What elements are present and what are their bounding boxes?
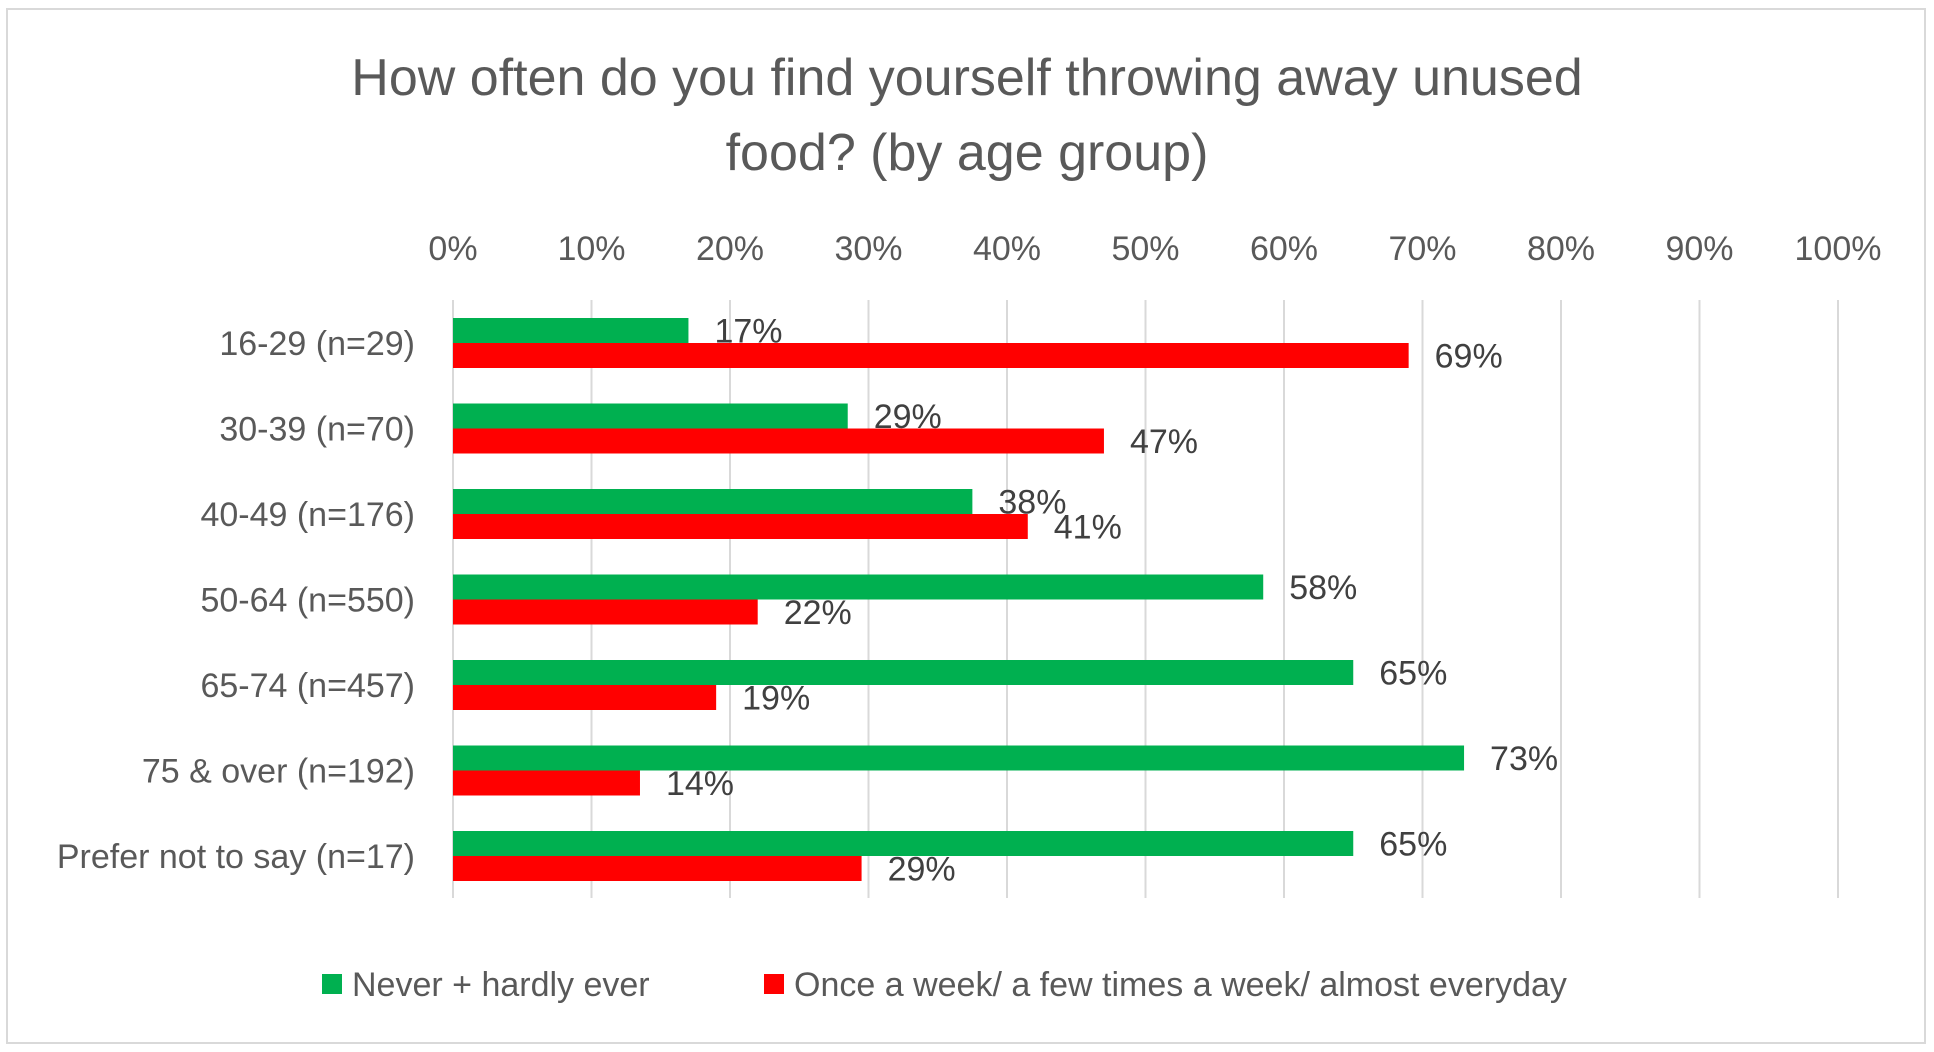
legend: Never + hardly ever Once a week/ a few ti… — [322, 966, 1567, 1004]
bar-once-a-week-or-more — [453, 343, 1409, 368]
legend-label: Once a week/ a few times a week/ almost … — [794, 966, 1567, 1004]
category-label: 16-29 (n=29) — [219, 325, 415, 363]
bar-never-hardly-ever — [453, 574, 1264, 600]
data-label: 17% — [714, 313, 782, 351]
category-label: 50-64 (n=550) — [200, 582, 415, 620]
data-label: 65% — [1379, 655, 1447, 693]
x-tick-label: 90% — [1665, 230, 1733, 268]
bar-never-hardly-ever — [453, 489, 973, 514]
bars — [453, 318, 1465, 881]
x-tick-label: 10% — [557, 230, 625, 268]
category-label: 65-74 (n=457) — [200, 667, 415, 705]
bar-never-hardly-ever — [453, 831, 1354, 856]
x-tick-label: 30% — [834, 230, 902, 268]
gridlines — [452, 300, 1839, 898]
x-tick-label: 40% — [973, 230, 1041, 268]
data-label: 41% — [1054, 509, 1122, 547]
chart-title-line: How often do you find yourself throwing … — [351, 49, 1582, 107]
data-label: 38% — [998, 484, 1066, 522]
category-label: 75 & over (n=192) — [142, 753, 415, 791]
bar-once-a-week-or-more — [453, 685, 717, 710]
category-label: 40-49 (n=176) — [200, 496, 415, 534]
bar-once-a-week-or-more — [453, 514, 1028, 539]
bar-never-hardly-ever — [453, 403, 848, 429]
x-tick-label: 50% — [1111, 230, 1179, 268]
category-label: Prefer not to say (n=17) — [57, 838, 415, 876]
legend-label: Never + hardly ever — [352, 966, 650, 1004]
x-tick-label: 60% — [1250, 230, 1318, 268]
data-label: 29% — [888, 851, 956, 889]
data-label: 73% — [1490, 740, 1558, 778]
bar-once-a-week-or-more — [453, 770, 640, 796]
data-label: 22% — [784, 594, 852, 632]
x-tick-label: 100% — [1795, 230, 1882, 268]
category-labels: 16-29 (n=29) 30-39 (n=70) 40-49 (n=176) 50-… — [57, 325, 415, 876]
bar-once-a-week-or-more — [453, 599, 758, 625]
legend-swatch — [322, 974, 342, 994]
data-labels: 17% 29% 38% 58% 65% 73% 65% 69% 47% 41% 22% 19% 14% 2… — [666, 313, 1558, 889]
data-label: 58% — [1289, 569, 1357, 607]
x-tick-label: 70% — [1388, 230, 1456, 268]
bar-never-hardly-ever — [453, 660, 1354, 685]
data-label: 47% — [1130, 423, 1198, 461]
data-label: 65% — [1379, 826, 1447, 864]
bar-never-hardly-ever — [453, 745, 1465, 771]
data-label: 14% — [666, 765, 734, 803]
legend-swatch — [764, 974, 784, 994]
category-label: 30-39 (n=70) — [219, 411, 415, 449]
chart-title: How often do you find yourself throwing … — [351, 49, 1582, 182]
data-label: 29% — [874, 398, 942, 436]
bar-never-hardly-ever — [453, 318, 689, 343]
chart-title-line: food? (by age group) — [726, 124, 1209, 182]
x-axis-ticks: 0% 10% 20% 30% 40% 50% 60% 70% 80% 90% 100% — [428, 230, 1881, 268]
x-tick-label: 0% — [428, 230, 477, 268]
x-tick-label: 20% — [696, 230, 764, 268]
x-tick-label: 80% — [1527, 230, 1595, 268]
data-label: 19% — [742, 680, 810, 718]
bar-once-a-week-or-more — [453, 428, 1104, 454]
data-label: 69% — [1435, 338, 1503, 376]
bar-once-a-week-or-more — [453, 856, 862, 881]
